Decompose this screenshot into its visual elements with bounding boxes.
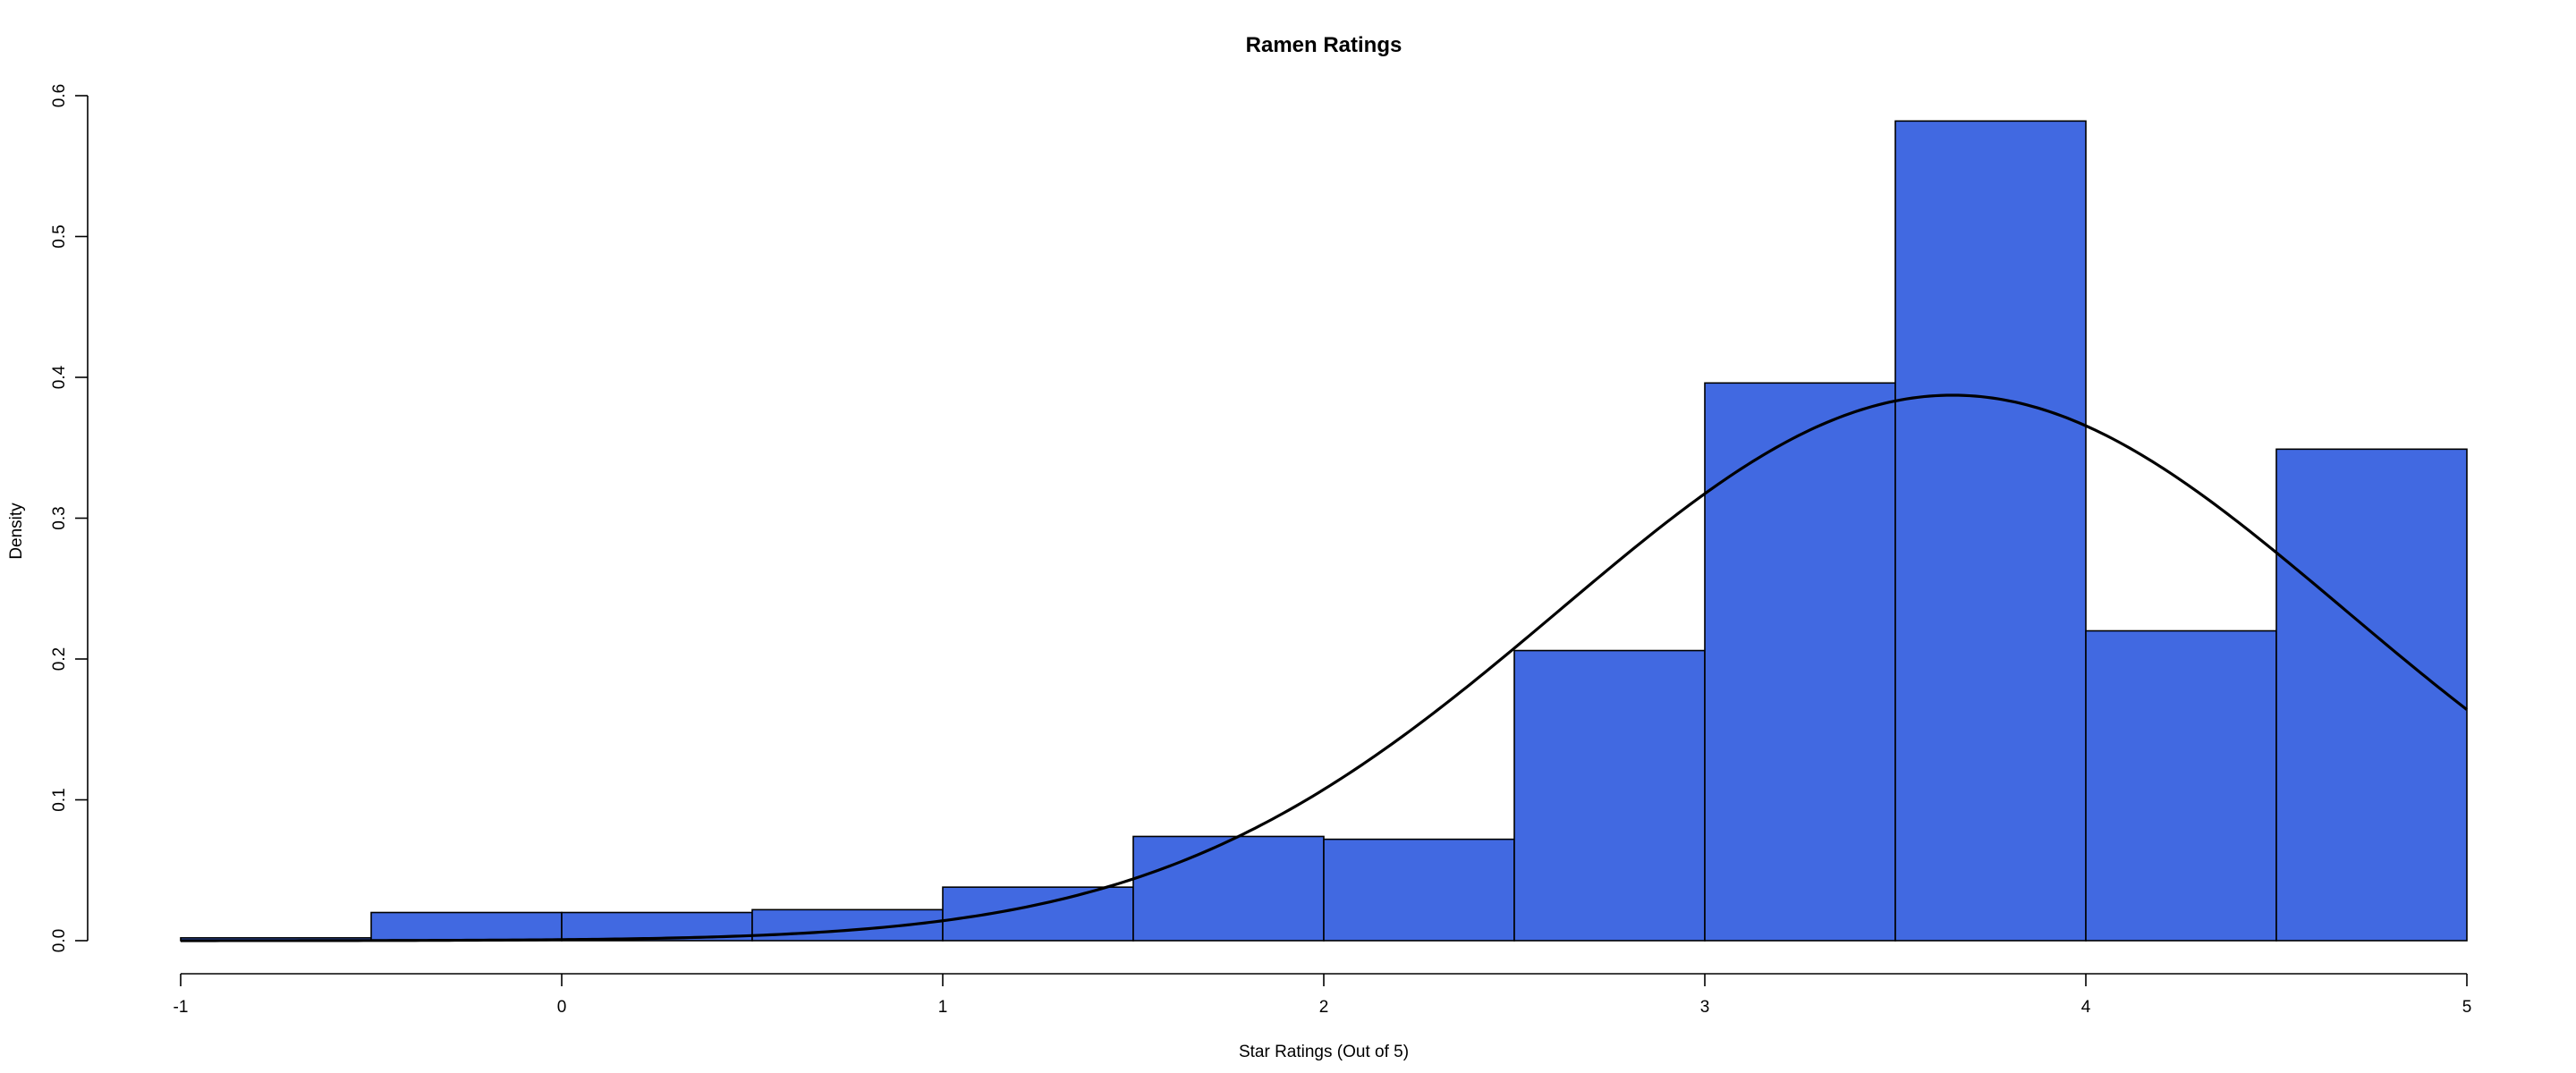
histogram-bar: [2085, 629, 2277, 942]
histogram-bar: [1704, 382, 1896, 942]
histogram-bar: [370, 911, 563, 942]
y-tick-label: 0.5: [50, 224, 69, 248]
histogram-bar: [1894, 120, 2087, 942]
y-tick-label: 0.3: [50, 506, 69, 529]
histogram-bar: [942, 886, 1134, 942]
x-tick-label: 4: [2081, 998, 2091, 1017]
x-tick-label: 3: [1700, 998, 1710, 1017]
x-tick-label: 0: [557, 998, 567, 1017]
histogram-bar: [1513, 649, 1706, 942]
y-tick-label: 0.0: [50, 929, 69, 952]
density-curve: [181, 393, 2468, 942]
histogram-bar: [1132, 835, 1325, 942]
y-axis: 0.0 0.1 0.2 0.3 0.4 0.5 0.6: [50, 84, 89, 952]
x-axis-label: Star Ratings (Out of 5): [1239, 1043, 1409, 1061]
chart-title: Ramen Ratings: [1246, 33, 1402, 57]
y-tick-label: 0.6: [50, 84, 69, 107]
y-tick-label: 0.2: [50, 647, 69, 671]
y-tick-label: 0.1: [50, 788, 69, 811]
bars-group: [180, 120, 2468, 942]
x-tick-label: 5: [2462, 998, 2472, 1017]
x-tick-label: -1: [174, 998, 189, 1017]
histogram-bar: [1323, 838, 1515, 942]
y-tick-label: 0.4: [50, 365, 69, 389]
x-tick-label: 2: [1319, 998, 1329, 1017]
x-tick-label: 1: [938, 998, 948, 1017]
histogram-bar: [2275, 448, 2468, 942]
x-axis: -1 0 1 2 3 4 5: [174, 973, 2472, 1017]
y-axis-label: Density: [7, 503, 26, 560]
